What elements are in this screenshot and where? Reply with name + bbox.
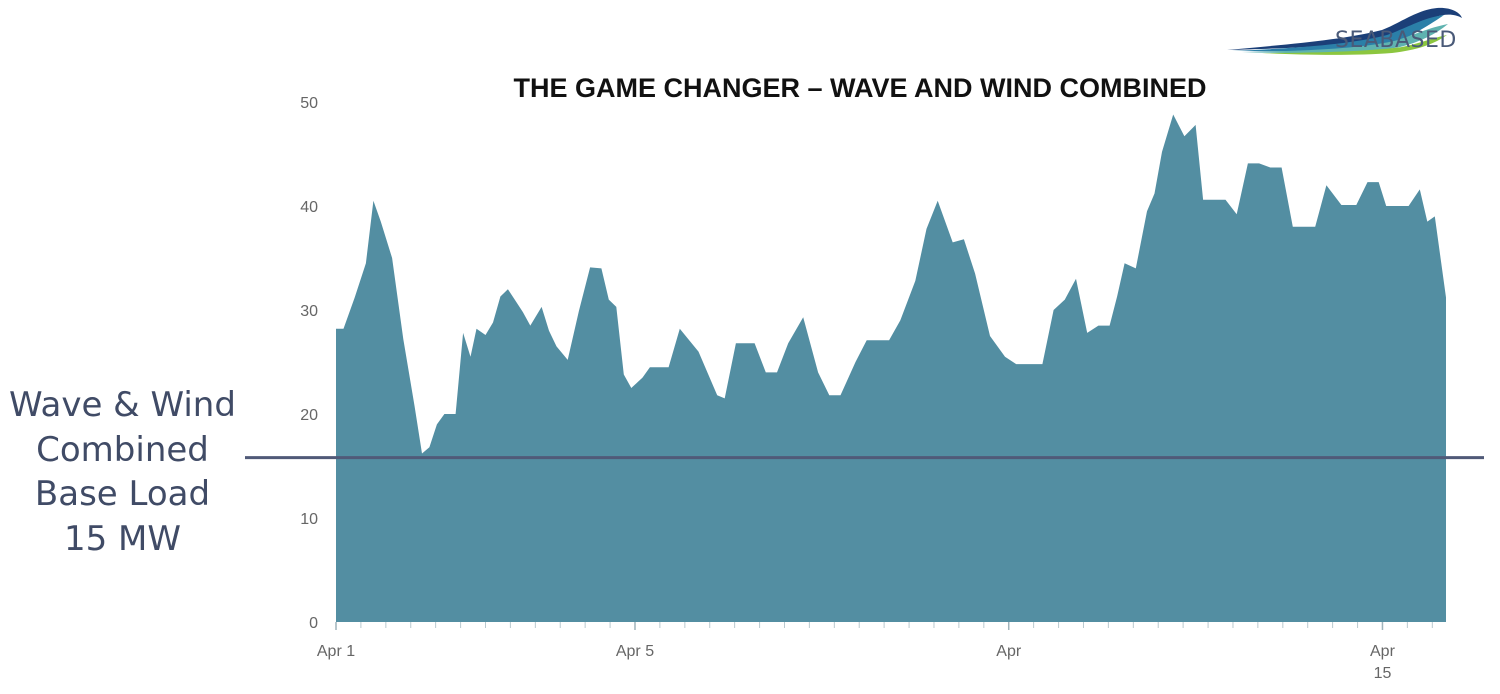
y-tick-label: 10 xyxy=(300,511,318,528)
base-load-label-line-4: 15 MW xyxy=(63,518,182,559)
seabased-logo xyxy=(1227,7,1462,55)
y-tick-label: 40 xyxy=(300,199,318,216)
base-load-label-line-1: Wave & Wind xyxy=(9,385,236,425)
base-load-label-line-2: Combined xyxy=(36,429,209,470)
logo-wordmark: SEABASED xyxy=(1335,28,1457,53)
y-tick-label: 0 xyxy=(309,615,318,632)
base-load-label-line-3: Base Load xyxy=(34,474,211,514)
base-load-label: Wave & Wind Combined Base Load 15 MW xyxy=(0,383,245,561)
y-tick-label: 20 xyxy=(300,407,318,424)
x-tick-label: Apr xyxy=(1370,643,1396,660)
x-tick-label: Apr 1 xyxy=(317,643,355,660)
series-area xyxy=(336,114,1446,622)
chart-title: THE GAME CHANGER – WAVE AND WIND COMBINE… xyxy=(513,73,1207,103)
x-tick-label: Apr xyxy=(996,643,1022,660)
x-tick-label: 15 xyxy=(1374,665,1392,682)
y-tick-label: 50 xyxy=(300,95,318,112)
x-tick-label: Apr 5 xyxy=(616,643,654,660)
y-tick-label: 30 xyxy=(300,303,318,320)
